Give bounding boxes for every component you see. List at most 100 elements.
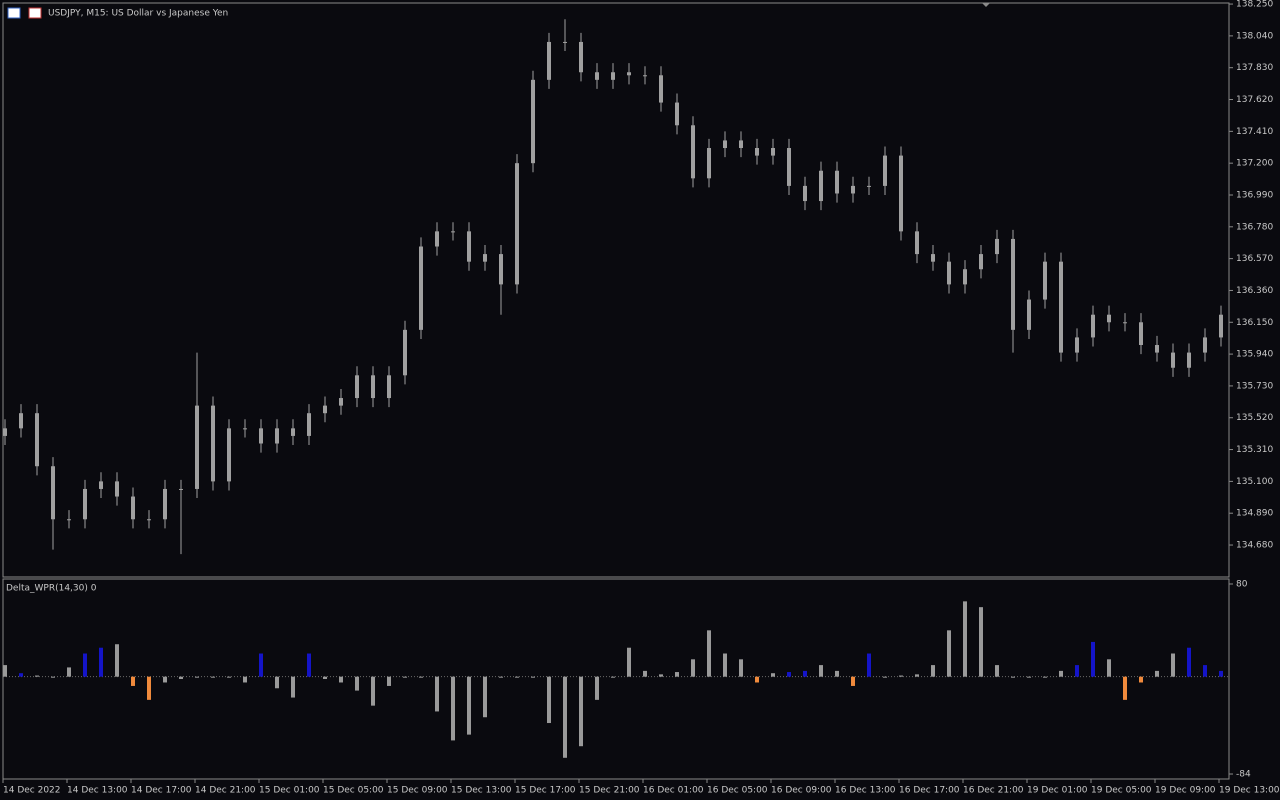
y-tick-label: 135.310 (1236, 445, 1273, 455)
candle-body (115, 481, 119, 497)
candle-body (851, 185, 855, 194)
y-tick-label: 135.730 (1236, 381, 1273, 391)
y-tick-label: 138.040 (1236, 31, 1273, 41)
histogram-bar (35, 675, 39, 677)
histogram-bar (131, 676, 135, 686)
candle-body (611, 72, 615, 80)
histogram-bar (1043, 676, 1047, 678)
histogram-bar (291, 676, 295, 698)
histogram-bar (467, 676, 471, 735)
histogram-bar (979, 607, 983, 677)
histogram-bar (163, 676, 167, 683)
histogram-bar (835, 670, 839, 677)
histogram-bar (339, 676, 343, 683)
histogram-bar (899, 675, 903, 677)
candle-body (3, 428, 7, 436)
histogram-bar (947, 630, 951, 677)
candle-body (387, 375, 391, 399)
y-tick-label: 137.410 (1236, 127, 1273, 137)
y-tick-label: 135.940 (1236, 350, 1273, 360)
histogram-bar (499, 676, 503, 678)
candle-body (467, 231, 471, 262)
candle-body (755, 148, 759, 156)
histogram-bar (1203, 665, 1207, 677)
y-tick-label: 136.360 (1236, 286, 1273, 296)
y-tick-label: 136.150 (1236, 318, 1273, 328)
candle-body (211, 405, 215, 482)
x-tick-label: 14 Dec 2022 (3, 786, 61, 796)
candle-body (675, 102, 679, 126)
candle-body (259, 428, 263, 444)
histogram-bar (755, 676, 759, 683)
x-tick-label: 19 Dec 09:00 (1155, 786, 1216, 796)
histogram-bar (1107, 659, 1111, 677)
histogram-bar (195, 676, 199, 678)
candle-body (1155, 345, 1159, 353)
x-tick-label: 15 Dec 21:00 (579, 786, 640, 796)
histogram-bar (579, 676, 583, 747)
histogram-bar (963, 601, 967, 677)
candle-body (403, 329, 407, 376)
histogram-bar (627, 647, 631, 677)
histogram-bar (51, 676, 55, 678)
histogram-bar (387, 676, 391, 686)
histogram-bar (739, 659, 743, 677)
histogram-bar (1059, 670, 1063, 677)
y-tick-label: 137.200 (1236, 159, 1273, 169)
candle-body (451, 231, 455, 233)
x-tick-label: 19 Dec 01:00 (1027, 786, 1088, 796)
y-tick-label: 136.570 (1236, 254, 1273, 264)
candle-body (915, 231, 919, 255)
histogram-bar (1155, 670, 1159, 677)
candle-body (1203, 337, 1207, 353)
histogram-bar (931, 665, 935, 677)
histogram-bar (1091, 641, 1095, 677)
candle-body (179, 488, 183, 490)
shift-marker (982, 3, 990, 7)
candle-body (1187, 352, 1191, 368)
y-tick-label: 138.250 (1236, 0, 1273, 10)
histogram-bar (1123, 676, 1127, 700)
histogram-bar (435, 676, 439, 712)
histogram-bar (1027, 676, 1031, 678)
candle-body (867, 185, 871, 187)
chart-title: USDJPY, M15: US Dollar vs Japanese Yen (48, 9, 228, 19)
x-tick-label: 15 Dec 13:00 (451, 786, 512, 796)
histogram-bar (3, 665, 7, 677)
y-tick-label: -84 (1236, 770, 1251, 780)
x-tick-label: 14 Dec 13:00 (67, 786, 128, 796)
y-tick-label: 134.680 (1236, 541, 1273, 551)
candle-body (435, 231, 439, 247)
candle-body (51, 466, 55, 520)
candle-body (627, 72, 631, 76)
candle-body (835, 170, 839, 194)
candle-body (291, 428, 295, 436)
candle-body (275, 428, 279, 444)
x-tick-label: 16 Dec 17:00 (899, 786, 960, 796)
candle-body (67, 519, 71, 521)
histogram-bar (723, 653, 727, 677)
candle-body (243, 428, 247, 430)
candle-body (819, 170, 823, 202)
histogram-bar (243, 676, 247, 683)
histogram-bar (915, 674, 919, 677)
candle-body (1171, 352, 1175, 368)
candle-body (147, 519, 151, 521)
histogram-bar (563, 676, 567, 758)
histogram-bar (259, 653, 263, 677)
indicator-pane (2, 578, 1230, 780)
candle-body (131, 496, 135, 520)
histogram-bar (1011, 676, 1015, 678)
y-tick-label: 134.890 (1236, 509, 1273, 519)
candle-body (563, 41, 567, 43)
x-tick-label: 15 Dec 01:00 (259, 786, 320, 796)
histogram-bar (323, 676, 327, 679)
candle-body (419, 246, 423, 330)
x-tick-label: 15 Dec 17:00 (515, 786, 576, 796)
y-tick-label: 137.830 (1236, 63, 1273, 73)
histogram-bar (787, 672, 791, 677)
candle-body (659, 75, 663, 103)
candle-body (307, 413, 311, 436)
x-tick-label: 19 Dec 05:00 (1091, 786, 1152, 796)
